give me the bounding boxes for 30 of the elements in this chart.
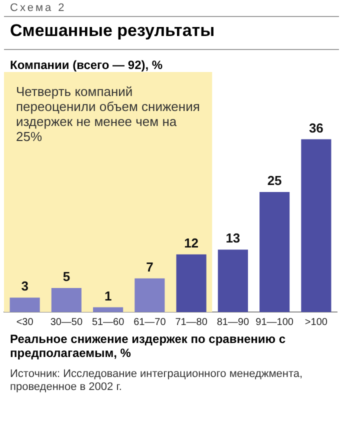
text: Источник: Исследование интеграционного менеджмента, проведенное в 2002 г.	[9, 367, 304, 395]
x-tick-label: 30—50	[50, 316, 83, 328]
bar	[10, 298, 40, 312]
bar	[218, 250, 248, 312]
bar	[260, 192, 290, 312]
x-tick-label: <30	[16, 316, 34, 328]
x-tick-label: 71—80	[175, 316, 208, 328]
data-label: 36	[308, 120, 324, 136]
data-label: 12	[184, 235, 199, 250]
data-label: 1	[104, 288, 112, 304]
x-axis-title: Реальное снижение издержек по сравнению с предполагаемым, %	[9, 332, 287, 360]
data-label: 5	[62, 269, 70, 284]
bar	[176, 254, 206, 312]
data-label: 3	[21, 278, 28, 294]
chart-subtitle: Компании (всего — 92), %	[9, 57, 164, 72]
x-tick-label: 81—90	[216, 316, 250, 328]
data-label: 25	[267, 173, 282, 188]
data-label: 7	[146, 259, 154, 274]
data-label: 13	[226, 230, 240, 246]
x-tick-label: >100	[304, 316, 328, 328]
x-tick-label: 61—70	[134, 316, 166, 328]
x-tick-label: 51—60	[92, 316, 125, 328]
bar	[134, 278, 165, 312]
x-tick-label: 91—100	[256, 316, 294, 328]
bar	[301, 139, 332, 312]
band-label: Четверть компаний переоценили объем снижения издержек не менее чем на 25%	[16, 84, 200, 144]
text: Схема 2	[4, 0, 339, 17]
bar	[93, 307, 124, 312]
bar	[51, 288, 82, 312]
chart-title: Смешанные результаты	[4, 17, 339, 50]
